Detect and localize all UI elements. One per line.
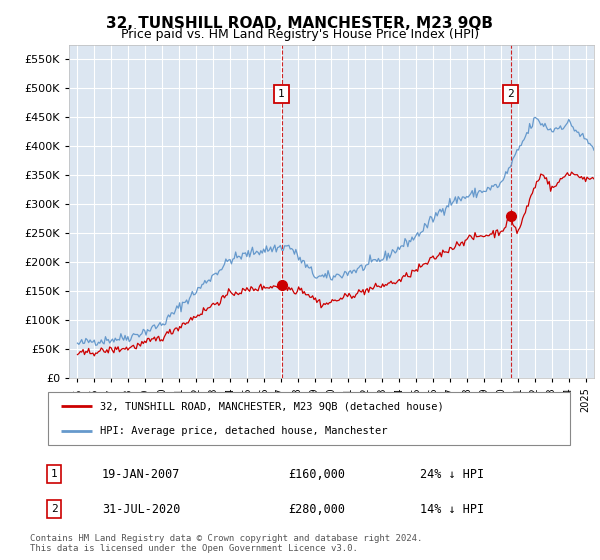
Text: 32, TUNSHILL ROAD, MANCHESTER, M23 9QB (detached house): 32, TUNSHILL ROAD, MANCHESTER, M23 9QB (… <box>100 402 444 412</box>
Text: 1: 1 <box>50 469 58 479</box>
Text: 2: 2 <box>50 505 58 514</box>
Text: 14% ↓ HPI: 14% ↓ HPI <box>420 503 484 516</box>
Text: HPI: Average price, detached house, Manchester: HPI: Average price, detached house, Manc… <box>100 426 388 436</box>
Text: 32, TUNSHILL ROAD, MANCHESTER, M23 9QB: 32, TUNSHILL ROAD, MANCHESTER, M23 9QB <box>107 16 493 31</box>
Text: 31-JUL-2020: 31-JUL-2020 <box>102 503 181 516</box>
Text: 2: 2 <box>508 89 514 99</box>
Text: Price paid vs. HM Land Registry's House Price Index (HPI): Price paid vs. HM Land Registry's House … <box>121 28 479 41</box>
Text: 1: 1 <box>278 89 285 99</box>
Text: 19-JAN-2007: 19-JAN-2007 <box>102 468 181 480</box>
Text: Contains HM Land Registry data © Crown copyright and database right 2024.
This d: Contains HM Land Registry data © Crown c… <box>30 534 422 553</box>
Text: £280,000: £280,000 <box>288 503 345 516</box>
Text: £160,000: £160,000 <box>288 468 345 480</box>
Text: 24% ↓ HPI: 24% ↓ HPI <box>420 468 484 480</box>
FancyBboxPatch shape <box>48 392 570 445</box>
